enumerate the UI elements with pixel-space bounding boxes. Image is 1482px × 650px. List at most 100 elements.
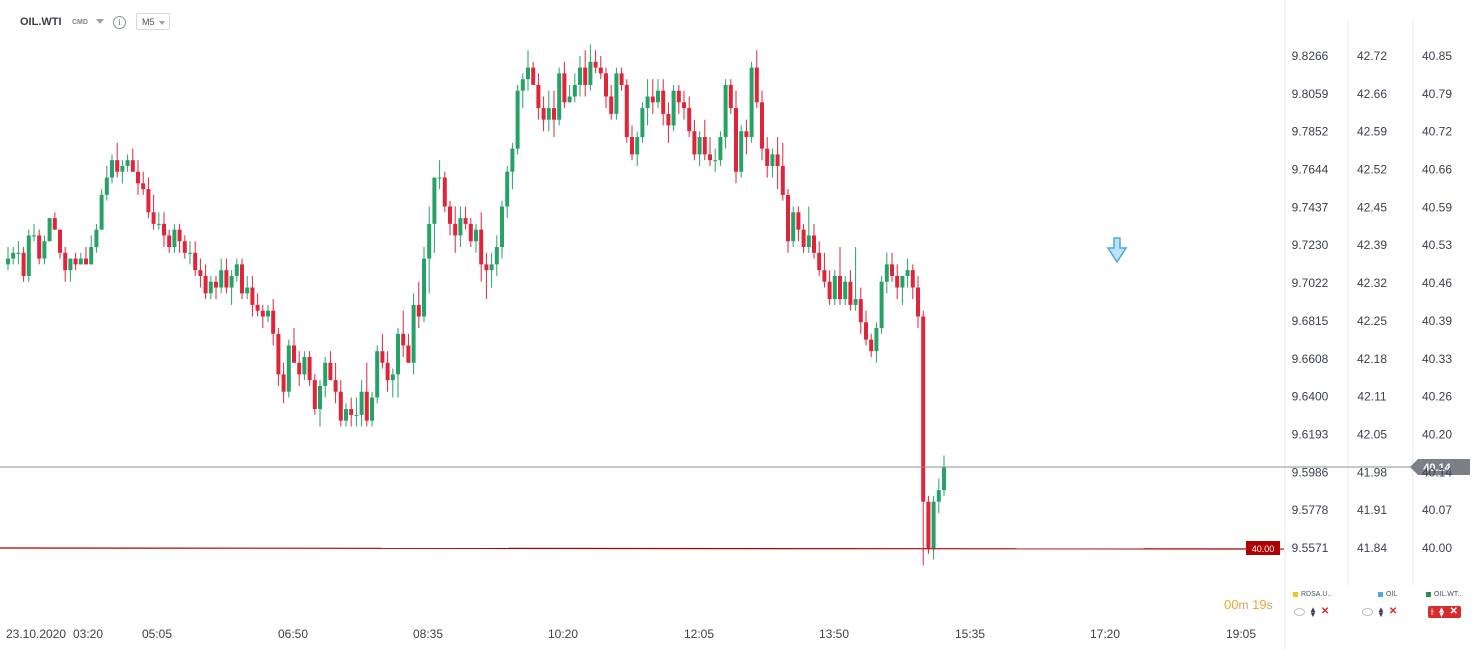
reorder-icon[interactable]: ▲ ▼ xyxy=(1437,604,1446,619)
reorder-icon[interactable]: ▲ ▼ xyxy=(1309,604,1317,619)
candle-down xyxy=(593,61,598,68)
candle-up xyxy=(572,84,577,97)
candle-up xyxy=(375,351,380,398)
close-icon[interactable]: ✕ xyxy=(1320,606,1330,617)
sell-signal-arrow-icon xyxy=(1106,237,1128,264)
candle-up xyxy=(936,490,941,502)
y-tick-label: 40.00 xyxy=(1422,541,1452,555)
y-tick-label: 40.20 xyxy=(1422,427,1452,441)
candle-down xyxy=(666,113,671,126)
legend-item-oil[interactable]: OIL xyxy=(1378,591,1397,598)
candle-down xyxy=(536,84,541,109)
candle-down xyxy=(910,270,915,288)
legend-label: RDSA.U.. xyxy=(1301,591,1332,598)
close-icon[interactable]: ✕ xyxy=(1449,606,1458,617)
candle-down xyxy=(692,131,697,155)
candle-up xyxy=(645,96,650,109)
y-tick-label: 42.66 xyxy=(1357,87,1387,101)
candle-up xyxy=(286,345,291,392)
candle-up xyxy=(942,466,946,491)
candle-down xyxy=(848,281,853,305)
candle-up xyxy=(749,67,754,138)
candle-down xyxy=(728,84,733,109)
candle-up xyxy=(344,409,348,421)
y-tick-label: 42.59 xyxy=(1357,125,1387,139)
legend-item-rdsa[interactable]: RDSA.U.. xyxy=(1293,591,1331,598)
candle-down xyxy=(21,252,26,276)
y-tick-label: 40.14 xyxy=(1422,465,1452,479)
candle-down xyxy=(702,137,707,155)
candle-down xyxy=(921,316,926,502)
candle-down xyxy=(822,270,827,282)
candle-down xyxy=(214,281,218,288)
candle-down xyxy=(73,258,78,265)
candle-up xyxy=(588,61,593,85)
countdown-minutes: 00 xyxy=(1224,597,1239,612)
candle-up xyxy=(718,137,723,161)
alert-level-label: 40.00 xyxy=(1252,544,1275,554)
y-tick-label: 9.6608 xyxy=(1292,352,1329,366)
candle-down xyxy=(463,218,468,224)
candle-up xyxy=(245,287,250,294)
candle-down xyxy=(916,287,920,317)
candle-down xyxy=(198,270,203,276)
reorder-icon[interactable]: ▲ ▼ xyxy=(1377,604,1385,619)
candle-down xyxy=(552,108,556,120)
candle-down xyxy=(276,333,281,375)
eye-icon[interactable] xyxy=(1294,607,1305,616)
close-icon[interactable]: ✕ xyxy=(1388,606,1398,617)
candle-down xyxy=(619,73,624,85)
candle-up xyxy=(120,165,125,172)
candle-down xyxy=(838,275,842,300)
info-icon[interactable]: i xyxy=(113,16,126,29)
candle-up xyxy=(874,328,879,352)
candle-down xyxy=(786,194,790,242)
candle-up xyxy=(791,212,796,242)
candle-up xyxy=(104,177,109,195)
candle-up xyxy=(99,194,104,230)
candle-down xyxy=(167,235,172,248)
candle-down xyxy=(255,304,260,311)
chart-grid xyxy=(1284,0,1414,650)
y-tick-label: 42.18 xyxy=(1357,352,1387,366)
symbol-label[interactable]: OIL.WTI xyxy=(20,16,62,28)
candle-down xyxy=(754,67,759,103)
candle-up xyxy=(390,374,395,381)
candle-up xyxy=(422,258,426,317)
candle-down xyxy=(146,189,151,213)
candle-down xyxy=(141,183,146,190)
candle-down xyxy=(203,275,208,294)
candle-up xyxy=(557,73,562,120)
candle-down xyxy=(406,345,411,363)
candle-down xyxy=(583,67,588,85)
candle-down xyxy=(687,108,692,132)
x-tick-label: 03:20 xyxy=(73,627,103,641)
timeframe-select[interactable]: M5 xyxy=(136,13,170,30)
y-tick-label: 41.98 xyxy=(1357,465,1387,479)
y-tick-label: 9.7437 xyxy=(1292,200,1329,214)
legend-controls-rdsa: ▲ ▼ ✕ xyxy=(1294,604,1330,619)
candle-up xyxy=(900,275,905,288)
legend-item-oil-wti[interactable]: OIL.WT.. xyxy=(1426,591,1461,598)
candle-up xyxy=(47,218,52,242)
candle-up xyxy=(78,258,83,265)
candle-up xyxy=(359,391,364,415)
candle-up xyxy=(520,79,525,91)
candle-down xyxy=(240,264,244,294)
candle-down xyxy=(604,73,608,97)
candle-down xyxy=(63,252,68,271)
candle-down xyxy=(744,131,749,138)
y-tick-label: 42.05 xyxy=(1357,427,1387,441)
candle-up xyxy=(125,160,130,166)
eye-icon[interactable] xyxy=(1362,607,1373,616)
chevron-down-icon[interactable] xyxy=(96,19,104,24)
candle-up xyxy=(526,67,530,80)
candle-down xyxy=(858,299,863,323)
candle-down xyxy=(271,310,276,334)
candle-down xyxy=(328,362,333,381)
candle-type-icon[interactable]: ⫲ xyxy=(1431,607,1434,616)
candle-up xyxy=(437,177,442,179)
y-tick-label: 42.11 xyxy=(1357,390,1386,404)
candle-down xyxy=(177,229,182,242)
